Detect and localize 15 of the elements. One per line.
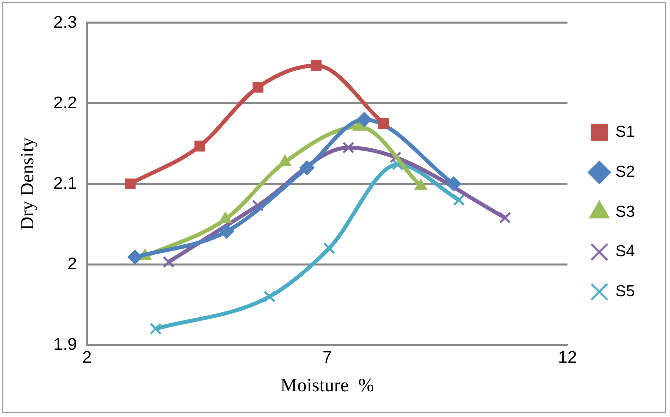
legend-label: S1 <box>616 124 636 142</box>
legend-label: S5 <box>616 283 636 300</box>
x-tick-label: 12 <box>558 348 578 367</box>
legend-label: S4 <box>616 244 636 261</box>
legend-label: S3 <box>616 204 636 221</box>
x-tick-label: 7 <box>322 348 332 367</box>
y-axis-title: Dry Density <box>17 137 38 231</box>
y-tick-label: 2.1 <box>54 174 78 193</box>
legend-label: S2 <box>616 164 636 182</box>
y-tick-label: 1.9 <box>54 334 78 354</box>
y-tick-label: 2.2 <box>54 93 78 112</box>
x-axis-title: Moisture % <box>280 376 374 397</box>
x-tick-label: 2 <box>82 348 92 367</box>
y-tick-label: 2 <box>68 254 78 274</box>
y-tick-label: 2.3 <box>54 12 78 32</box>
